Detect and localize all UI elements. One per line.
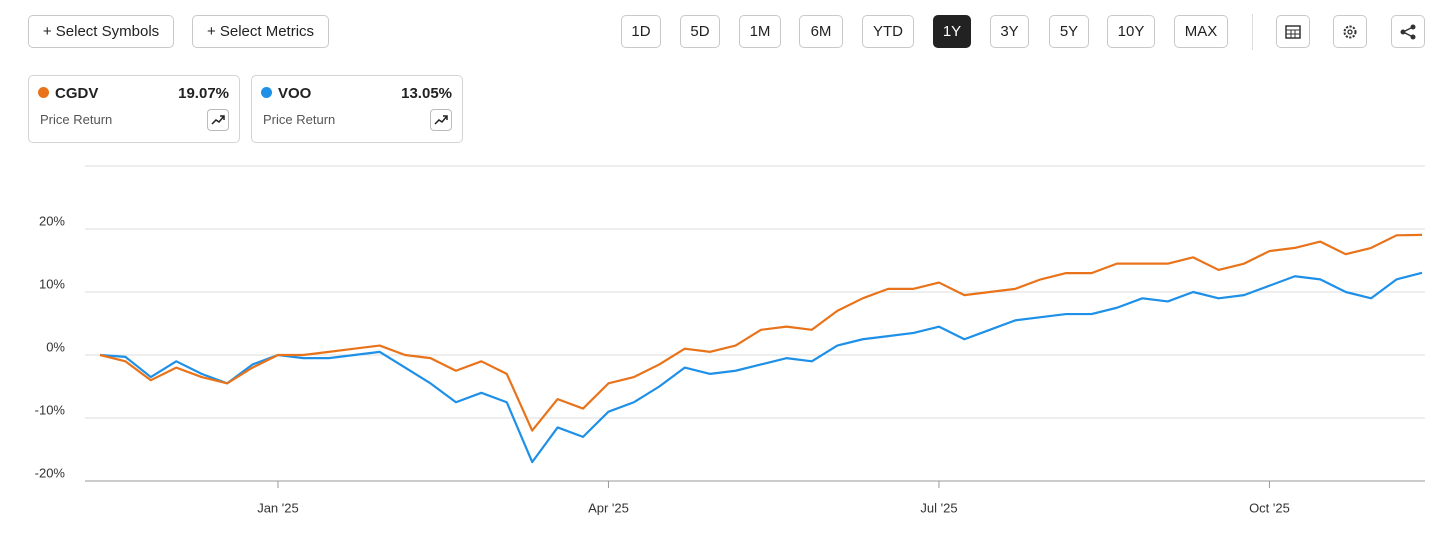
legend-name: VOO [278, 85, 312, 102]
range-button[interactable]: 1Y [933, 15, 971, 48]
settings-button[interactable] [1333, 15, 1367, 48]
total-return: 13.05% [401, 85, 452, 102]
select-button[interactable]: + Select Metrics [192, 15, 329, 48]
range-button[interactable]: 1M [739, 15, 781, 48]
chart-icon[interactable] [430, 109, 452, 131]
range-button[interactable]: 6M [799, 15, 843, 48]
legend-name: CGDV [55, 85, 99, 102]
legend-dot [38, 87, 49, 98]
chart-icon[interactable] [207, 109, 229, 131]
select-button[interactable]: + Select Symbols [28, 15, 174, 48]
share-button[interactable] [1391, 15, 1425, 48]
y-tick-label: 20% [39, 213, 65, 228]
legend-dot [261, 87, 272, 98]
metric-label: Price Return [263, 112, 336, 127]
range-button[interactable]: 1D [621, 15, 661, 48]
range-button[interactable]: 5Y [1049, 15, 1089, 48]
legend-card: CGDV 19.07% Price Return [28, 75, 240, 143]
x-tick-label: Apr '25 [588, 500, 629, 515]
series-line [99, 271, 1423, 464]
series-line [99, 233, 1423, 432]
metric-label: Price Return [40, 112, 113, 127]
total-return: 19.07% [178, 85, 229, 102]
range-button[interactable]: 5D [680, 15, 720, 48]
range-button[interactable]: YTD [862, 15, 914, 48]
y-tick-label: -10% [35, 402, 66, 417]
trend-icon [211, 115, 225, 125]
y-tick-label: 0% [46, 339, 65, 354]
table-icon [1285, 24, 1301, 39]
range-button[interactable]: 3Y [990, 15, 1029, 48]
divider [1252, 14, 1253, 50]
legend-card: VOO 13.05% Price Return [251, 75, 463, 143]
trend-icon [434, 115, 448, 125]
y-tick-label: -20% [35, 465, 66, 480]
table-button[interactable] [1276, 15, 1310, 48]
range-button[interactable]: MAX [1174, 15, 1228, 48]
share-icon [1400, 24, 1416, 39]
y-tick-label: 10% [39, 276, 65, 291]
x-tick-label: Jan '25 [257, 500, 299, 515]
x-tick-label: Oct '25 [1249, 500, 1290, 515]
range-button[interactable]: 10Y [1107, 15, 1155, 48]
gear-icon [1343, 25, 1357, 38]
x-tick-label: Jul '25 [920, 500, 957, 515]
